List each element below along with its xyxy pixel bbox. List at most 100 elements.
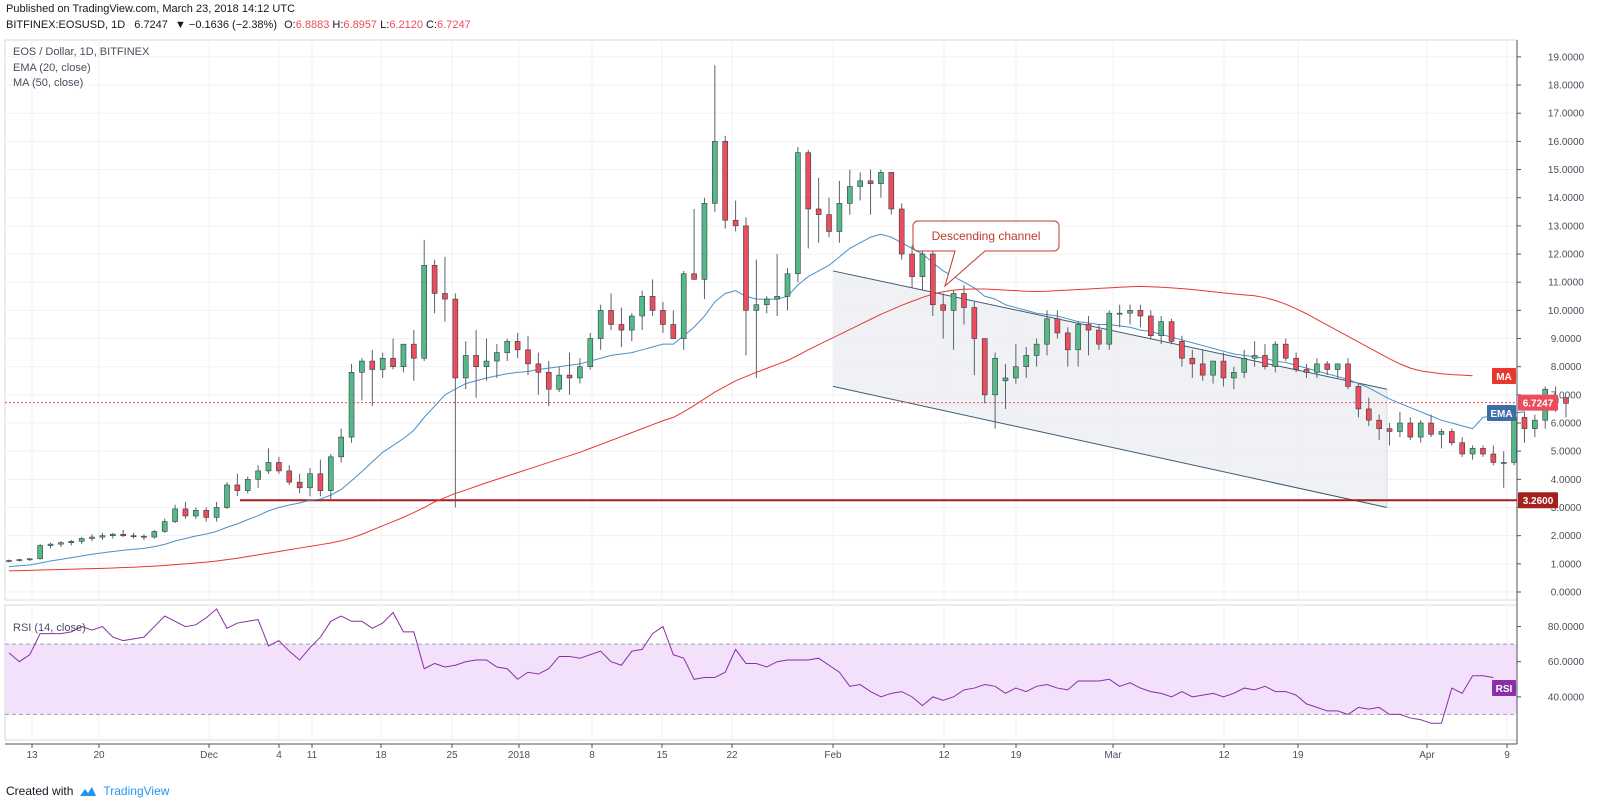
rsi-legend[interactable]: RSI (14, close) xyxy=(13,622,86,634)
candle-body xyxy=(1241,357,1248,373)
candle xyxy=(701,197,708,300)
candle-body xyxy=(1106,312,1113,345)
high-value: 6.8957 xyxy=(343,19,378,31)
candle xyxy=(909,245,915,288)
candle-body xyxy=(867,180,874,184)
candle xyxy=(795,147,801,283)
candle xyxy=(670,310,677,339)
candle xyxy=(1096,324,1102,350)
ema-legend[interactable]: EMA (20, close) xyxy=(13,62,91,74)
close-value: 6.7247 xyxy=(437,19,471,31)
candle xyxy=(182,501,189,519)
last-price-badge-text: 6.7247 xyxy=(1523,399,1554,410)
candle-body xyxy=(940,304,947,311)
candle xyxy=(608,293,614,331)
candle-body xyxy=(535,363,542,373)
candle xyxy=(525,335,531,376)
candle xyxy=(1272,341,1279,373)
x-tick-label: 18 xyxy=(375,750,387,761)
low-value: 6.2120 xyxy=(389,19,423,31)
candle-body xyxy=(193,510,199,517)
candle xyxy=(213,501,220,522)
candle-body xyxy=(276,462,282,472)
x-tick-label: Feb xyxy=(824,750,842,761)
candle-body xyxy=(452,298,459,379)
candle xyxy=(691,208,697,280)
candle xyxy=(1210,360,1216,384)
x-tick-label: 12 xyxy=(938,750,950,761)
candle-body xyxy=(992,357,998,396)
ma-legend[interactable]: MA (50, close) xyxy=(13,77,84,89)
candle-body xyxy=(1303,369,1310,373)
candle-body xyxy=(577,366,583,379)
candle xyxy=(992,352,998,429)
candle-body xyxy=(1033,343,1040,356)
candle xyxy=(660,301,666,333)
candle-body xyxy=(1324,363,1331,370)
candle xyxy=(203,507,210,522)
candle xyxy=(1262,344,1268,370)
candle-body xyxy=(919,253,926,277)
x-tick-label: 2018 xyxy=(508,750,531,761)
candle-body xyxy=(826,214,832,232)
x-tick-label: 11 xyxy=(307,750,318,761)
candle-body xyxy=(1314,363,1320,373)
candle-body xyxy=(1251,355,1258,359)
candle xyxy=(680,270,687,350)
y-tick-label: 1.0000 xyxy=(1551,559,1582,570)
candle xyxy=(141,534,147,540)
candle-body xyxy=(846,186,853,204)
x-tick-label: Apr xyxy=(1419,750,1435,761)
footer: Created with TradingView xyxy=(6,784,169,798)
y-tick-label: 19.0000 xyxy=(1548,52,1585,63)
candle-body xyxy=(68,541,75,544)
candle xyxy=(1231,366,1237,390)
candle-body xyxy=(1563,397,1569,404)
y-tick-label: 5.0000 xyxy=(1551,447,1582,458)
candle xyxy=(1179,335,1185,367)
y-tick-label: 14.0000 xyxy=(1548,193,1585,204)
candle-body xyxy=(1469,448,1476,455)
support-badge: 3.2600 xyxy=(1518,492,1558,509)
candle-body xyxy=(1480,448,1486,455)
candle xyxy=(556,366,562,393)
x-tick-label: 22 xyxy=(726,750,738,761)
candle-body xyxy=(618,324,625,331)
candle xyxy=(1199,349,1206,381)
x-tick-label: 4 xyxy=(276,750,282,761)
x-tick-label: 15 xyxy=(656,750,668,761)
candle xyxy=(379,352,386,378)
candle-body xyxy=(47,543,54,546)
candle-body xyxy=(390,357,396,367)
candle xyxy=(763,296,770,314)
candle xyxy=(722,135,729,229)
candle xyxy=(16,558,23,562)
rsi-band xyxy=(5,644,1517,715)
candle xyxy=(1137,304,1144,328)
candle xyxy=(327,454,334,500)
candle xyxy=(1241,349,1248,378)
ema-badge: EMA xyxy=(1487,405,1516,421)
candle-body xyxy=(1002,377,1009,382)
candle-body xyxy=(1231,372,1237,379)
channel-fill xyxy=(833,270,1387,508)
candle-body xyxy=(504,341,511,353)
tradingview-brand[interactable]: TradingView xyxy=(103,784,170,798)
candle-body xyxy=(379,357,386,370)
x-tick-label: 12 xyxy=(1218,750,1230,761)
candle-body xyxy=(431,265,438,294)
candle-body xyxy=(805,152,812,210)
candle xyxy=(1168,318,1175,345)
annotation-text: Descending channel xyxy=(932,229,1041,243)
candle xyxy=(359,358,365,401)
rsi-badge: RSI xyxy=(1492,680,1516,696)
y-tick-label: 10.0000 xyxy=(1548,306,1585,317)
price-change: ▼ −0.1636 (−2.38%) xyxy=(174,19,277,31)
candle xyxy=(1345,358,1351,390)
candle xyxy=(1500,451,1507,488)
candle xyxy=(276,456,282,474)
candle-body xyxy=(1428,422,1434,435)
rsi-badge-bg xyxy=(1492,680,1516,696)
candle xyxy=(296,473,303,494)
